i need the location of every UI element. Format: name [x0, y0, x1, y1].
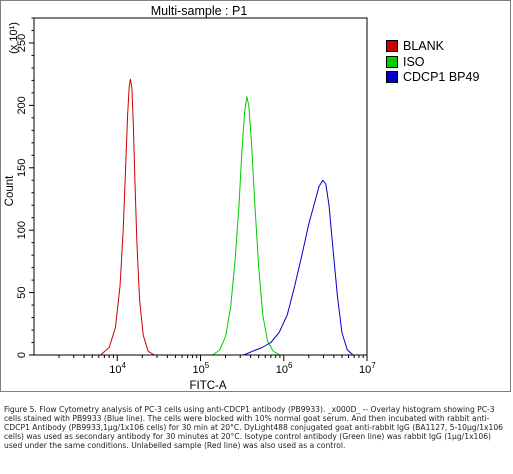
figure-caption: Figure 5. Flow Cytometry analysis of PC-…	[4, 405, 504, 450]
legend-label-iso: ISO	[403, 55, 425, 69]
legend-label-cdcp1: CDCP1 BP49	[403, 70, 480, 84]
series-line-blank	[100, 78, 155, 356]
x-tick-label: 106	[276, 361, 293, 376]
y-tick-label: 200	[16, 96, 28, 114]
x-tick-label: 104	[109, 361, 126, 376]
legend-item-blank: BLANK	[386, 39, 444, 53]
y-tick-label: 100	[16, 221, 28, 239]
legend-item-iso: ISO	[386, 55, 425, 69]
legend-label-blank: BLANK	[403, 39, 444, 53]
chart-title: Multi-sample : P1	[151, 4, 248, 18]
y-axis-label: Count	[4, 175, 16, 206]
legend-swatch-blank	[386, 40, 398, 52]
legend-item-cdcp1: CDCP1 BP49	[386, 70, 479, 84]
x-axis-label: FITC-A	[189, 380, 226, 392]
x-tick-label: 105	[193, 361, 210, 376]
legend-swatch-iso	[386, 56, 398, 68]
y-axis-multiplier: (x 10¹)	[8, 22, 20, 54]
histogram-chart: Multi-sample : P1 (x 10¹) Count FITC-A 0…	[4, 4, 376, 392]
x-tick-label: 107	[359, 361, 376, 376]
plot-area-border	[33, 17, 368, 356]
y-tick-label: 0	[16, 352, 28, 358]
y-tick-label: 250	[16, 34, 28, 52]
series-line-cdcp1-bp49	[243, 179, 354, 356]
chart-frame	[0, 0, 511, 392]
y-tick-label: 150	[16, 159, 28, 177]
y-tick-label: 50	[16, 286, 28, 298]
series-line-iso	[212, 96, 281, 356]
legend-swatch-cdcp1	[386, 71, 398, 83]
